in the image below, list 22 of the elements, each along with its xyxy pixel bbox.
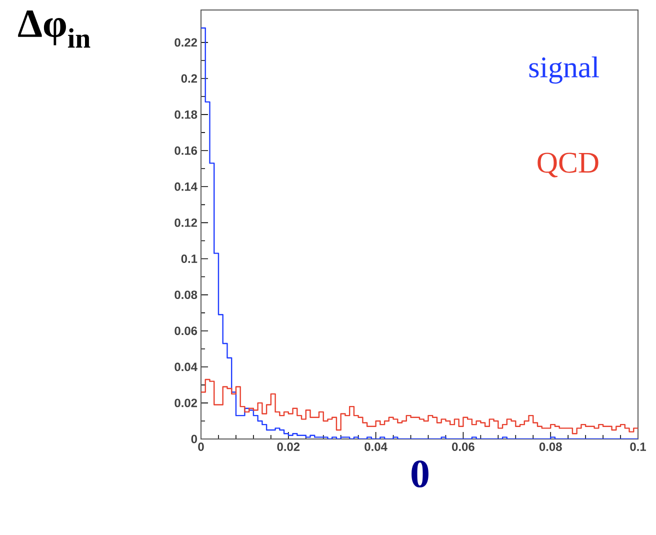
y-tick-label: 0.12: [174, 218, 198, 227]
y-tick-label: 0.1: [181, 254, 198, 263]
y-tick-label: 0.02: [174, 398, 198, 408]
x-tick-label: 0: [198, 442, 204, 451]
x-tick-label: 0.02: [277, 442, 300, 451]
y-tick-label: 0.06: [174, 326, 198, 336]
x-tick-label: 0.04: [364, 442, 388, 451]
x-tick-label: 0.1: [630, 442, 646, 451]
x-axis-title: 0: [412, 460, 428, 488]
x-tick-label: 0.08: [539, 442, 562, 451]
y-axis-title: Δφ$_{in}$: [18, 10, 90, 48]
y-tick-label: 0.16: [174, 146, 198, 155]
text: QCD: [538, 152, 598, 178]
y-tick-label: 0.18: [174, 110, 198, 119]
y-tick-label: 0.08: [174, 290, 198, 300]
y-tick-label: 0.04: [174, 362, 198, 372]
x-tick-label: 0.06: [452, 442, 474, 451]
y-tick-label: 0.2: [181, 74, 198, 83]
y-tick-label: 0.14: [174, 182, 198, 191]
text: signal: [529, 56, 599, 84]
y-tick-label: 0: [191, 434, 197, 444]
y-tick-label: 0.22: [174, 38, 198, 47]
